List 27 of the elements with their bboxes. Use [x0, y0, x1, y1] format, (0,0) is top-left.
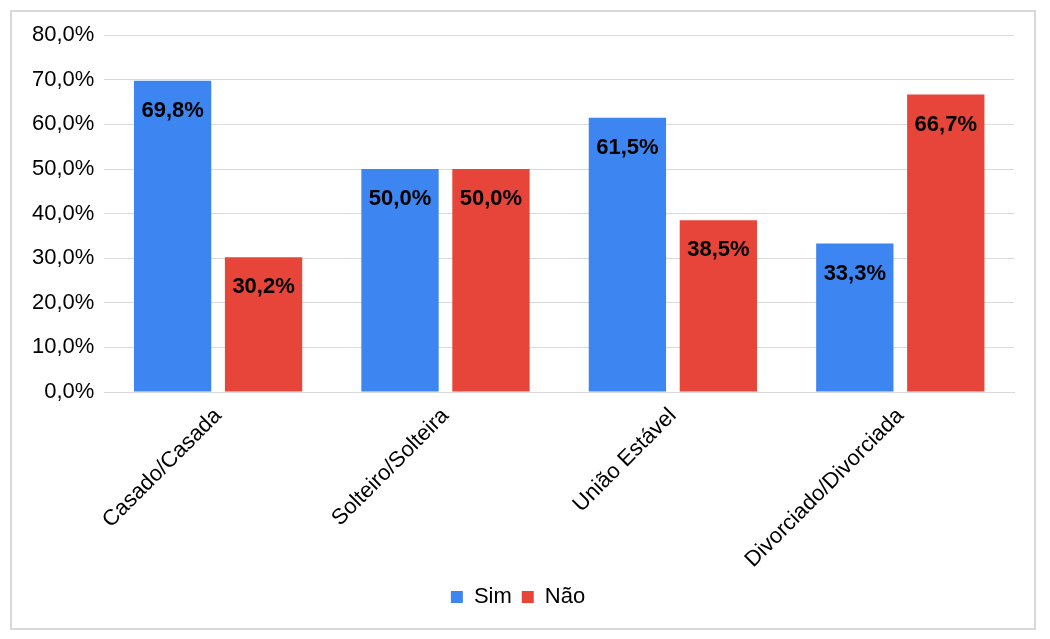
y-tick-label: 20,0% [31, 288, 95, 314]
bar [133, 80, 212, 392]
y-tick-label: 80,0% [31, 21, 95, 47]
y-tick-label: 50,0% [31, 155, 95, 181]
y-tick-label: 10,0% [31, 333, 95, 359]
bar [679, 220, 758, 392]
bar [588, 117, 667, 392]
data-label: 38,5% [687, 236, 750, 262]
y-tick-label: 70,0% [31, 65, 95, 91]
data-label: 66,7% [914, 110, 977, 136]
legend-label: Não [544, 583, 586, 609]
data-label: 50,0% [368, 185, 432, 211]
data-label: 61,5% [596, 133, 659, 159]
data-label: 33,3% [823, 259, 887, 285]
bar [361, 169, 439, 392]
data-label: 69,8% [141, 96, 204, 122]
y-tick-label: 60,0% [31, 110, 95, 136]
bar [224, 257, 303, 392]
data-label: 50,0% [459, 185, 523, 211]
legend-label: Sim [473, 583, 512, 609]
y-tick-label: 30,0% [31, 244, 95, 270]
y-tick-label: 40,0% [31, 199, 95, 225]
bar [816, 243, 894, 392]
y-tick-label: 0,0% [44, 378, 95, 404]
bar [907, 94, 985, 392]
bar [452, 169, 530, 392]
data-label: 30,2% [232, 273, 295, 299]
